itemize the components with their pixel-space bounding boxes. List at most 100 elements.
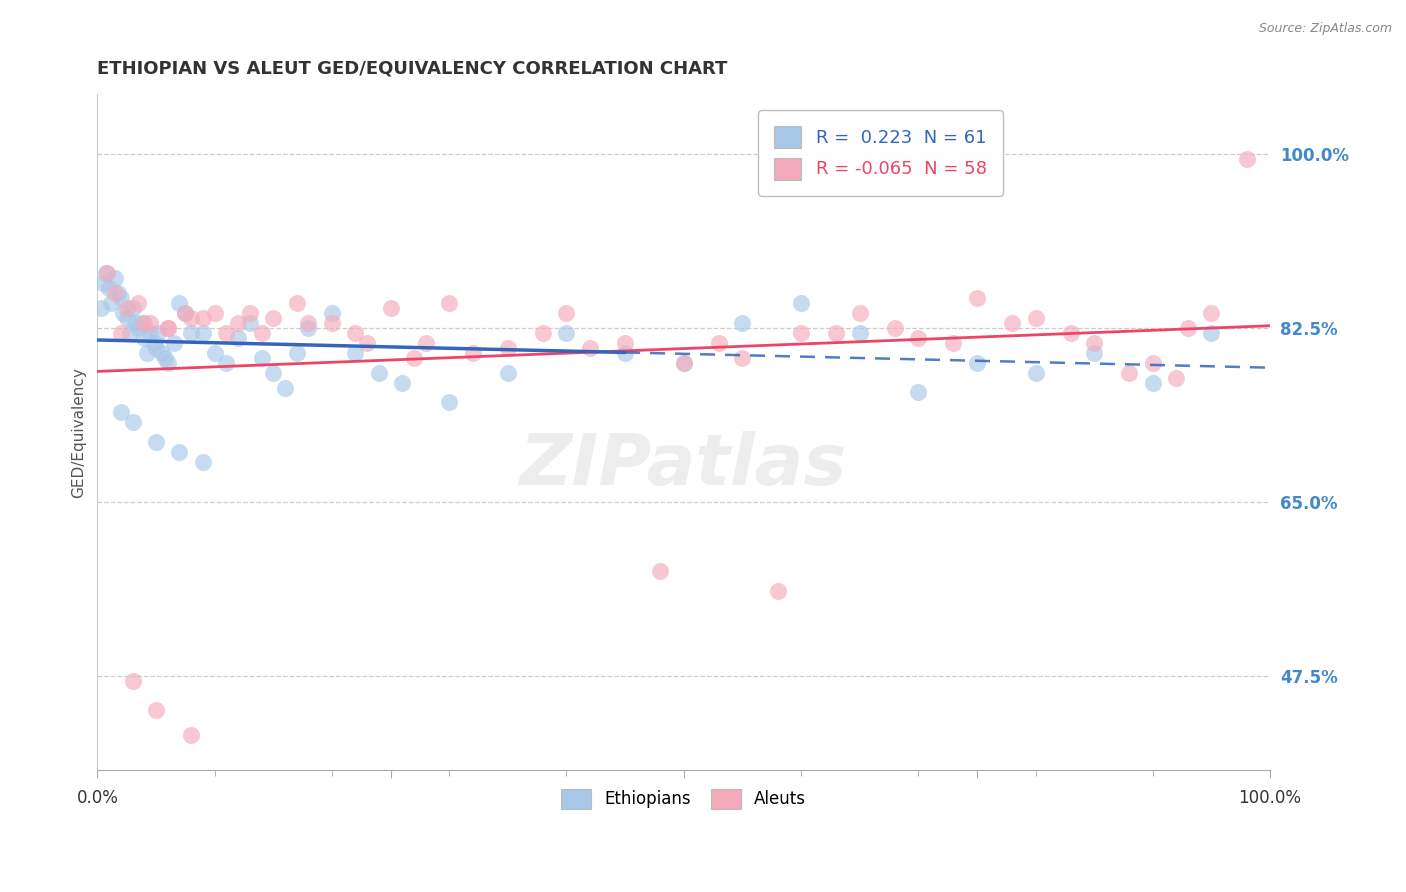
- Point: [124, 316, 146, 330]
- Point: [180, 310, 202, 325]
- Point: [215, 356, 238, 370]
- Point: [367, 366, 389, 380]
- Point: [614, 345, 637, 359]
- Point: [139, 326, 162, 340]
- Point: [496, 341, 519, 355]
- Point: [1166, 370, 1188, 384]
- Point: [297, 316, 319, 330]
- Point: [139, 316, 162, 330]
- Point: [437, 296, 460, 310]
- Point: [115, 301, 138, 315]
- Point: [907, 331, 929, 345]
- Point: [496, 366, 519, 380]
- Point: [145, 703, 167, 717]
- Point: [344, 345, 367, 359]
- Point: [135, 345, 157, 359]
- Point: [121, 301, 143, 315]
- Point: [191, 310, 214, 325]
- Point: [380, 301, 402, 315]
- Point: [262, 310, 284, 325]
- Point: [356, 335, 378, 350]
- Point: [402, 351, 425, 365]
- Point: [531, 326, 554, 340]
- Point: [110, 326, 132, 340]
- Point: [191, 455, 214, 469]
- Point: [1060, 326, 1083, 340]
- Point: [731, 351, 754, 365]
- Y-axis label: GED/Equivalency: GED/Equivalency: [72, 367, 86, 498]
- Point: [155, 351, 177, 365]
- Point: [1025, 366, 1047, 380]
- Point: [98, 281, 121, 295]
- Point: [672, 356, 695, 370]
- Point: [825, 326, 848, 340]
- Point: [415, 335, 437, 350]
- Point: [239, 306, 262, 320]
- Point: [169, 445, 191, 459]
- Point: [766, 584, 789, 599]
- Point: [90, 301, 112, 315]
- Point: [848, 326, 870, 340]
- Point: [285, 296, 308, 310]
- Point: [104, 286, 127, 301]
- Point: [707, 335, 730, 350]
- Text: ZIPatlas: ZIPatlas: [520, 432, 848, 500]
- Point: [215, 326, 238, 340]
- Point: [112, 306, 135, 320]
- Legend: Ethiopians, Aleuts: Ethiopians, Aleuts: [548, 775, 820, 822]
- Point: [790, 296, 813, 310]
- Point: [1025, 310, 1047, 325]
- Text: ETHIOPIAN VS ALEUT GED/EQUIVALENCY CORRELATION CHART: ETHIOPIAN VS ALEUT GED/EQUIVALENCY CORRE…: [97, 60, 728, 78]
- Point: [1142, 356, 1164, 370]
- Point: [285, 345, 308, 359]
- Point: [297, 321, 319, 335]
- Point: [204, 306, 226, 320]
- Point: [148, 326, 170, 340]
- Point: [883, 321, 905, 335]
- Point: [672, 356, 695, 370]
- Point: [156, 321, 179, 335]
- Point: [321, 306, 343, 320]
- Point: [174, 306, 197, 320]
- Point: [1236, 152, 1258, 166]
- Point: [1177, 321, 1199, 335]
- Point: [461, 345, 484, 359]
- Point: [156, 321, 179, 335]
- Point: [239, 316, 262, 330]
- Point: [650, 564, 672, 578]
- Point: [226, 316, 249, 330]
- Point: [110, 291, 132, 305]
- Point: [1201, 326, 1223, 340]
- Point: [1201, 306, 1223, 320]
- Point: [134, 316, 156, 330]
- Point: [731, 316, 754, 330]
- Point: [107, 286, 129, 301]
- Point: [1083, 345, 1105, 359]
- Point: [191, 326, 214, 340]
- Point: [169, 296, 191, 310]
- Point: [321, 316, 343, 330]
- Point: [907, 385, 929, 400]
- Point: [942, 335, 965, 350]
- Point: [96, 266, 118, 280]
- Point: [121, 415, 143, 429]
- Point: [121, 673, 143, 688]
- Point: [180, 326, 202, 340]
- Point: [1118, 366, 1140, 380]
- Point: [104, 271, 127, 285]
- Point: [131, 316, 153, 330]
- Point: [156, 356, 179, 370]
- Point: [145, 435, 167, 450]
- Point: [115, 310, 138, 325]
- Point: [145, 341, 167, 355]
- Point: [91, 276, 114, 290]
- Point: [579, 341, 602, 355]
- Point: [555, 306, 578, 320]
- Point: [555, 326, 578, 340]
- Point: [226, 331, 249, 345]
- Point: [1142, 376, 1164, 390]
- Text: Source: ZipAtlas.com: Source: ZipAtlas.com: [1258, 22, 1392, 36]
- Point: [94, 266, 117, 280]
- Point: [162, 335, 184, 350]
- Point: [204, 345, 226, 359]
